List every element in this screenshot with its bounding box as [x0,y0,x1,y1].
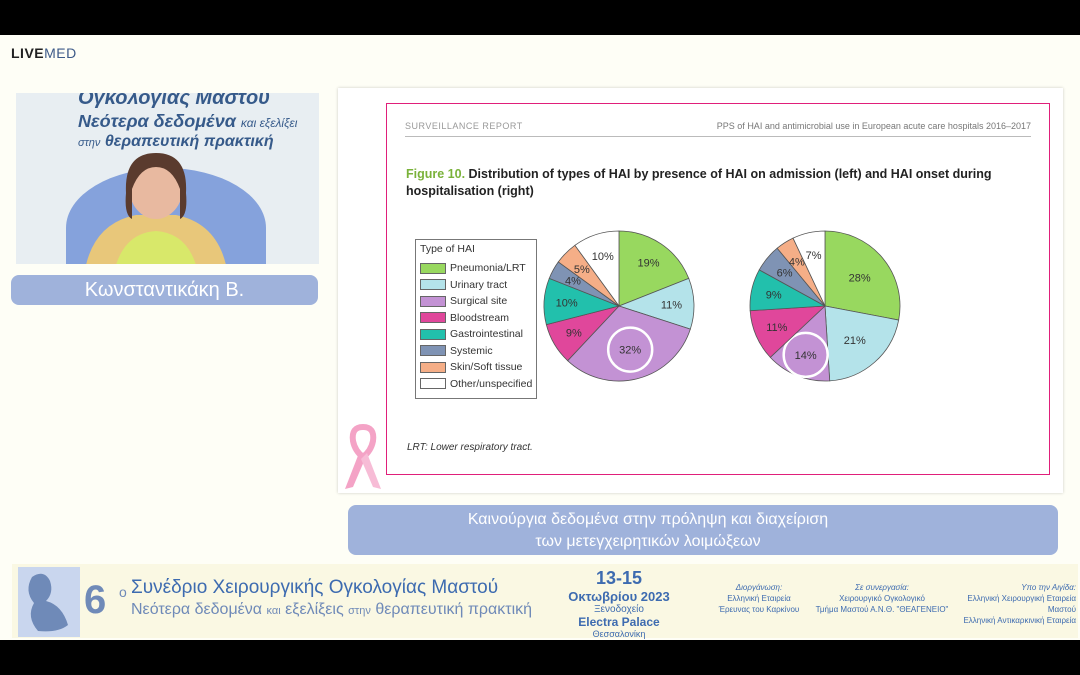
pie-slice-label: 32% [619,345,641,357]
pie-slice-label: 11% [661,299,682,311]
legend-item: Skin/Soft tissue [420,361,522,373]
venue-city: Θεσσαλονίκη [592,629,646,639]
pie-slice-label: 10% [556,298,578,310]
legend-item: Other/unspecified [420,378,532,390]
venue-name: Electra Palace [578,615,660,629]
figure-title: Figure 10. Distribution of types of HAI … [406,166,1026,200]
slide-header-right: PPS of HAI and antimicrobial use in Euro… [716,121,1031,131]
legend-swatch [420,262,446,274]
pie-slice-label: 9% [766,290,782,302]
pie-slice-label: 4% [565,276,581,288]
pie-slice [792,230,826,307]
speaker-name-box: Κωνσταντικάκη Β. [11,275,318,305]
speaker-silhouette [86,153,226,264]
legend-label: Pneumonia/LRT [450,262,526,274]
legend-label: Systemic [450,344,493,357]
legend-label: Gastrointestinal [450,328,523,340]
legend-item: Surgical site [420,295,507,307]
legend-swatch [420,295,446,307]
legend-label: Urinary tract [450,278,508,291]
logo-med: MED [44,45,77,61]
pie-slice-label: 14% [795,350,817,362]
header-divider [405,136,1031,137]
video-bg-line2: Νεότερα δεδομένα και εξελίξει [78,111,298,131]
conference-logo-icon [18,567,80,637]
conference-banner: 6 ο Συνέδριο Χειρουργικής Ογκολογίας Μασ… [12,564,1078,639]
legend-swatch [420,312,446,323]
pie-slice [824,305,900,382]
organizer-block: Διοργάνωση: Ελληνική Εταιρεία Έρευνας το… [718,583,800,614]
slide-caption-box: Καινούργια δεδομένα στην πρόληψη και δια… [348,505,1058,555]
legend-swatch [420,328,446,340]
legend-item: Urinary tract [420,279,507,291]
pie-slice-label: 19% [637,258,659,270]
pie-slice-label: 4% [789,257,805,269]
pie-slice-label: 11% [766,322,787,334]
pie-slice-label: 28% [849,272,871,284]
pie-chart-admission: 19%11%32%9%10%4%5%10% [543,230,695,382]
legend-item: Pneumonia/LRT [420,262,526,274]
speaker-name: Κωνσταντικάκη Β. [84,278,245,301]
pie-charts: 19%11%32%9%10%4%5%10%28%21%14%11%9%6%4%7… [543,230,901,382]
presentation-slide: SURVEILLANCE REPORT PPS of HAI and antim… [338,88,1063,493]
pie-slice-label: 5% [574,264,590,276]
edition-number: 6 [84,578,107,622]
chart-legend: Type of HAI Pneumonia/LRT Urinary tract Su… [415,239,537,399]
legend-title: Type of HAI [420,243,475,255]
conference-date-venue: 13-15 Οκτωβρίου 2023 Ξενοδοχείο Electra … [564,568,674,639]
pie-slice [567,305,691,382]
video-bg-line3: στην θεραπευτική πρακτική [78,133,274,150]
logo-live: LIVE [11,45,45,61]
footnote: LRT: Lower respiratory tract. [407,442,533,453]
legend-swatch [420,279,446,290]
slide-content: SURVEILLANCE REPORT PPS of HAI and antim… [386,103,1050,475]
pie-slice-label: 6% [777,268,793,280]
legend-swatch [420,378,446,389]
pink-ribbon-icon [345,423,381,489]
legend-swatch [420,361,446,373]
highlight-circle [606,326,654,373]
caption-line1: Καινούργια δεδομένα στην πρόληψη και δια… [467,511,829,528]
conference-subtitle: Νεότερα δεδομένα και εξελίξεις στην θερα… [131,601,533,618]
highlight-circle [782,331,829,379]
speaker-video: Ογκολογίας Μαστού Νεότερα δεδομένα και ε… [16,93,319,264]
pie-slice [574,230,620,308]
pie-slice-label: 21% [844,335,866,347]
slide-header-left: SURVEILLANCE REPORT [405,121,523,131]
caption-line2: των μετεγχειρητικών λοιμώξεων [535,533,761,550]
legend-label: Other/unspecified [450,377,533,390]
pie-slice-label: 9% [566,328,582,340]
conference-month: Οκτωβρίου 2023 [568,589,670,604]
conference-title: Συνέδριο Χειρουργικής Ογκολογίας Μαστού [131,577,499,598]
livemed-logo: LIVEMED [11,45,77,61]
legend-item: Gastrointestinal [420,328,523,340]
conference-dates: 13-15 [595,568,643,588]
video-bg-line1: Ογκολογίας Μαστού [78,93,270,109]
pie-chart-hospitalisation: 28% 21% 14% 11% 9% 6%4%7% [749,230,901,382]
video-frame: LIVEMED Ογκολογίας Μαστού Νεότερα δεδομέ… [0,35,1080,640]
pie-slice-label: 10% [592,251,614,263]
legend-label: Skin/Soft tissue [450,361,523,373]
legend-label: Bloodstream [450,311,509,324]
collaboration-block: Σε συνεργασία: Χειρουργικό Ογκολογικό Τμ… [815,583,949,614]
legend-item: Systemic [420,345,493,357]
edition-suffix: ο [119,584,127,600]
figure-title-text: Distribution of types of HAI by presence… [406,167,992,198]
pie-slice [824,230,901,321]
legend-item: Bloodstream [420,312,509,324]
auspices-block: Υπο την Αιγίδα: Ελληνική Χειρουργική Ετα… [963,583,1076,625]
venue-label: Ξενοδοχείο [594,604,644,615]
figure-label: Figure 10. [406,167,466,181]
legend-swatch [420,345,446,356]
pie-slice-label: 7% [806,250,822,262]
legend-label: Surgical site [450,295,508,307]
pie-slice [618,230,690,307]
